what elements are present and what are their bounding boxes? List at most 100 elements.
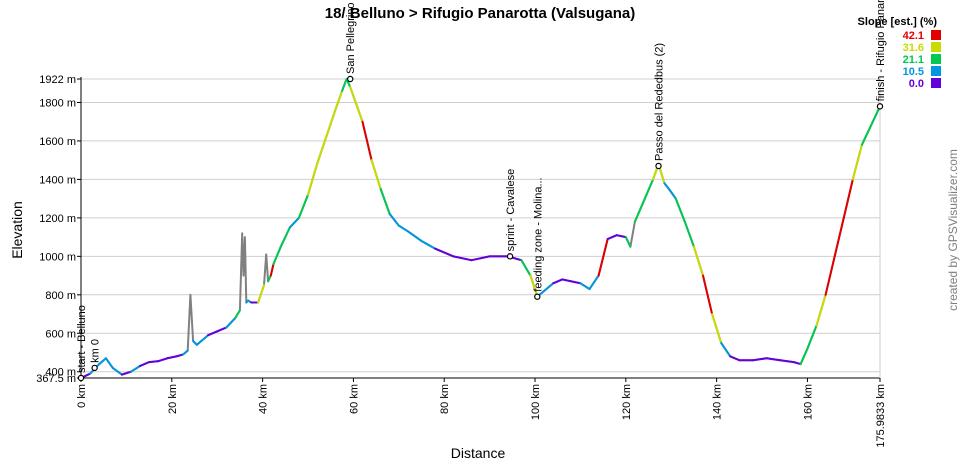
x-tick-label: 20 km [167,384,179,414]
y-tick-label: 1200 m [39,213,76,225]
x-tick-label: 175.9833 km [875,384,887,448]
slope-segment [267,274,272,283]
slope-segment [792,361,802,366]
y-tick-label: 400 m [45,367,76,379]
legend-value: 10.5 [903,66,924,78]
y-axis-label: Elevation [9,201,25,259]
slope-segment [120,370,132,376]
waypoint-marker [91,364,98,372]
slope-segment [851,143,863,181]
slope-segment [434,247,455,258]
y-tick-label: 1000 m [39,251,76,263]
slope-segment [765,357,782,362]
slope-segment [182,349,189,356]
slope-segment [711,313,723,344]
slope-segment [815,293,827,327]
slope-segment [588,274,600,291]
legend-title: Slope [est.] (%) [858,16,938,28]
slope-segment [207,330,219,337]
waypoint-label: San Pellegrino [345,2,357,74]
x-ticks: 0 km 20 km 40 km 60 km 80 km 100 km 120 km 140 … [76,378,887,448]
slope-segment [683,220,695,248]
slope-segment [779,359,795,364]
slope-segment [633,199,645,223]
slope-segment [869,105,881,127]
x-tick-label: 80 km [439,384,451,414]
slope-segment [269,263,275,277]
slope-segment [388,213,400,227]
slope-segment [799,347,809,366]
y-tick-label: 367.5 m [36,373,76,385]
y-tick-label: 1922 m [39,74,76,86]
x-tick-label: 0 km [76,384,88,408]
slope-segment [361,120,373,162]
legend-value: 0.0 [909,78,924,90]
slope-segment [543,282,555,292]
slope-segment [334,89,344,112]
y-tick-label: 1800 m [39,97,76,109]
slope-segment [720,341,732,358]
slope-segment [111,366,123,376]
slope-segment [806,324,818,350]
slope-segment [345,78,352,89]
legend-value: 42.1 [903,30,924,42]
gridlines [81,78,880,379]
slope-segment [139,361,151,367]
legend-swatch [931,30,941,40]
y-tick-label: 1400 m [39,174,76,186]
slope-segment [624,236,632,248]
waypoint-label: Passo del Rededbus (2) [654,43,666,161]
legend-value: 31.6 [903,42,924,54]
waypoint-label: sprint - Cavalese [505,169,517,252]
slope-segment [860,124,872,146]
slope-segment [397,224,409,233]
slope-segment [470,255,491,262]
x-tick-label: 160 km [802,384,814,420]
slope-segment [520,259,532,277]
slope-segment [561,278,573,283]
y-tick-label: 600 m [45,328,76,340]
waypoint-marker [77,374,85,382]
slope-segment [729,355,741,362]
slope-segment [272,245,282,266]
slope-segment [406,230,423,242]
slope-segment [104,357,114,369]
slope-segment [341,78,348,92]
waypoints: start - Belluno km 0 San Pellegrino sprint … [76,0,887,382]
slope-segment [316,136,328,166]
slope-segment [297,193,310,219]
x-tick-label: 120 km [621,384,633,420]
slope-segment [824,255,836,296]
x-tick-label: 60 km [348,384,360,414]
slope-segment [529,274,539,298]
slope-segment [663,182,670,191]
waypoint-marker [655,162,662,170]
slope-segment [257,284,265,304]
slope-segment [552,278,564,285]
slope-segment [667,188,677,200]
slope-segment [349,86,357,104]
slope-segment [157,357,169,363]
legend-swatch [931,66,941,76]
slope-segment [129,364,142,373]
legend-swatch [931,42,941,52]
x-tick-label: 100 km [530,384,542,420]
waypoint-label: feeding zone - Molina... [532,177,544,291]
slope-segment [833,216,845,258]
slope-segment [234,309,241,319]
x-tick-label: 40 km [258,384,270,414]
slope-segment [570,280,582,285]
slope-segment [148,360,160,364]
legend-value: 21.1 [903,54,924,66]
credit-text: created by GPSVisualizer.com [946,149,960,311]
x-axis-label: Distance [451,445,506,460]
slope-segment [379,188,391,216]
legend: 42.131.621.110.50.0 [903,30,941,90]
waypoint-marker [347,75,354,83]
waypoint-marker [506,253,514,260]
slope-segment [606,234,618,241]
y-tick-label: 800 m [45,290,76,302]
axes [80,77,881,379]
